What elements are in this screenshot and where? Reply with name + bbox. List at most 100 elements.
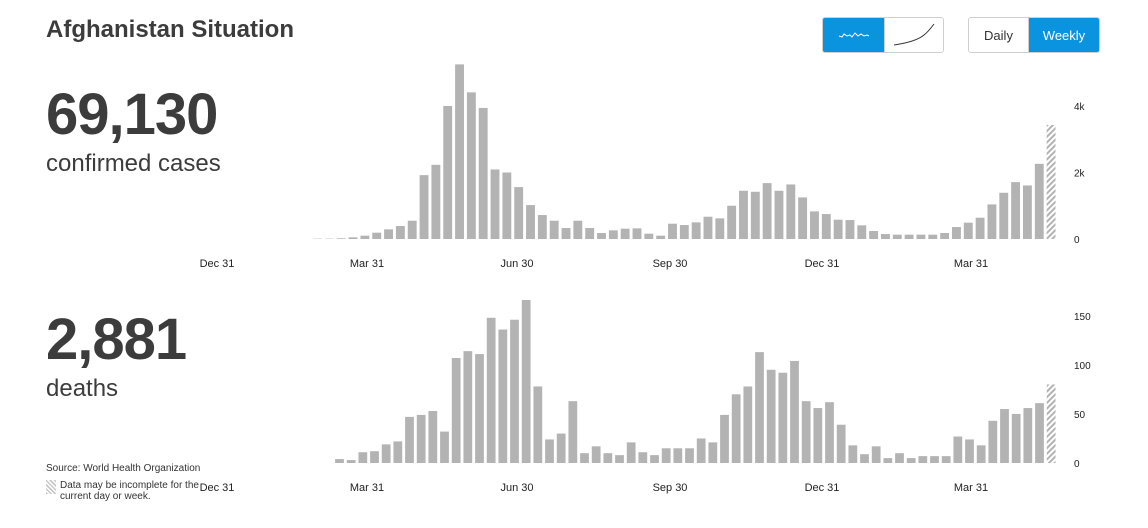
cases-bar [975,217,985,239]
deaths-bar [685,448,694,463]
incomplete-note-text: Data may be incomplete for the current d… [60,480,199,502]
cases-bar [597,233,606,239]
deaths-bar-chart: 0 50 100 150 Dec 31 Mar 31 Jun 30 Sep 30 Dec 31 M… [200,300,1091,494]
cases-bar [928,234,938,239]
cases-bar [561,228,571,239]
deaths-bar [673,448,683,463]
cases-bar [549,220,559,239]
cases-bar [455,64,464,239]
cases-bar [750,191,760,239]
deaths-bar [743,386,753,463]
cases-x-tick-label: Dec 31 [200,258,235,270]
deaths-bar [790,360,799,463]
cases-bar [1034,163,1044,239]
deaths-bar [801,401,811,463]
deaths-x-tick-label: Mar 31 [350,482,384,494]
deaths-x-tick-label: Dec 31 [200,482,235,494]
deaths-bar [918,456,928,463]
cases-bar [537,215,547,239]
bar-chart-mode-button[interactable] [823,18,884,52]
cases-x-tick-label: Mar 31 [350,258,384,270]
deaths-bar [440,431,449,463]
deaths-bar [510,319,519,463]
deaths-bar [1000,409,1009,463]
cases-bar [952,227,961,239]
deaths-bar [381,444,391,463]
cases-bar [703,216,713,239]
cases-bar [526,205,535,239]
deaths-bar [813,408,823,463]
cases-bar [407,220,417,239]
cases-bar [1022,185,1032,239]
source-note: Source: World Health Organization [46,463,201,474]
cumulative-mode-button[interactable] [884,18,943,52]
cases-bar [585,228,595,239]
deaths-x-tick-label: Dec 31 [805,482,840,494]
deaths-bar [825,402,834,463]
cases-bar [478,107,488,239]
deaths-bar [766,369,776,463]
deaths-bar [638,452,648,463]
cases-bar [514,187,524,239]
deaths-bar [953,436,963,463]
deaths-bar [871,446,881,463]
deaths-label: deaths [46,375,119,402]
cases-bar [372,232,382,239]
cases-y-tick-label: 4k [1074,102,1086,113]
deaths-bar [615,455,624,463]
cases-bar [644,233,654,239]
deaths-bar [486,317,496,463]
deaths-bar [568,401,578,463]
cases-bar [348,237,358,239]
deaths-bar [895,453,904,463]
deaths-bar-incomplete [1046,384,1056,463]
deaths-bar [463,351,473,463]
deaths-bar [1011,413,1021,463]
deaths-bar [405,416,414,463]
deaths-x-tick-label: Mar 31 [954,482,988,494]
cases-bar [774,190,784,239]
deaths-bar [428,410,438,463]
cases-label: confirmed cases [46,150,221,177]
deaths-bar [335,459,344,463]
cases-x-tick-label: Dec 31 [805,258,840,270]
cumulative-curve-icon [893,23,935,46]
deaths-y-tick-label: 0 [1074,459,1080,470]
cases-summary: 69,130 confirmed cases [46,86,221,178]
deaths-bar [556,433,566,463]
cases-bar [881,234,890,239]
cases-bar [762,183,772,239]
deaths-bar [883,458,893,463]
daily-button[interactable]: Daily [969,18,1028,52]
cases-bar [443,105,453,240]
cases-bar [490,169,500,239]
deaths-x-tick-label: Jun 30 [500,482,533,494]
cases-bar [869,231,879,239]
cases-bar [833,219,843,239]
cases-bar [904,234,914,239]
cases-bar [620,228,630,239]
deaths-bar [545,439,554,463]
deaths-bar [696,438,706,463]
weekly-button[interactable]: Weekly [1028,18,1099,52]
cases-bar [656,235,666,239]
cases-bar [466,92,476,239]
cases-bar [987,204,997,239]
cases-bar [502,172,512,239]
deaths-bar [836,424,846,463]
cases-x-tick-label: Sep 30 [653,258,688,270]
deaths-bar [498,329,508,463]
cases-bar [679,225,689,239]
deaths-bar [451,358,461,463]
deaths-bar [976,445,986,463]
cases-bar [999,192,1009,239]
cases-y-tick-label: 2k [1074,169,1086,180]
cases-bar [715,218,725,239]
deaths-bar [416,414,426,463]
cases-bar [739,190,748,239]
cases-bar [821,214,831,239]
deaths-bar [370,451,379,463]
period-toggle: Daily Weekly [968,17,1100,53]
deaths-bar [533,386,543,463]
cases-bar [727,205,737,239]
